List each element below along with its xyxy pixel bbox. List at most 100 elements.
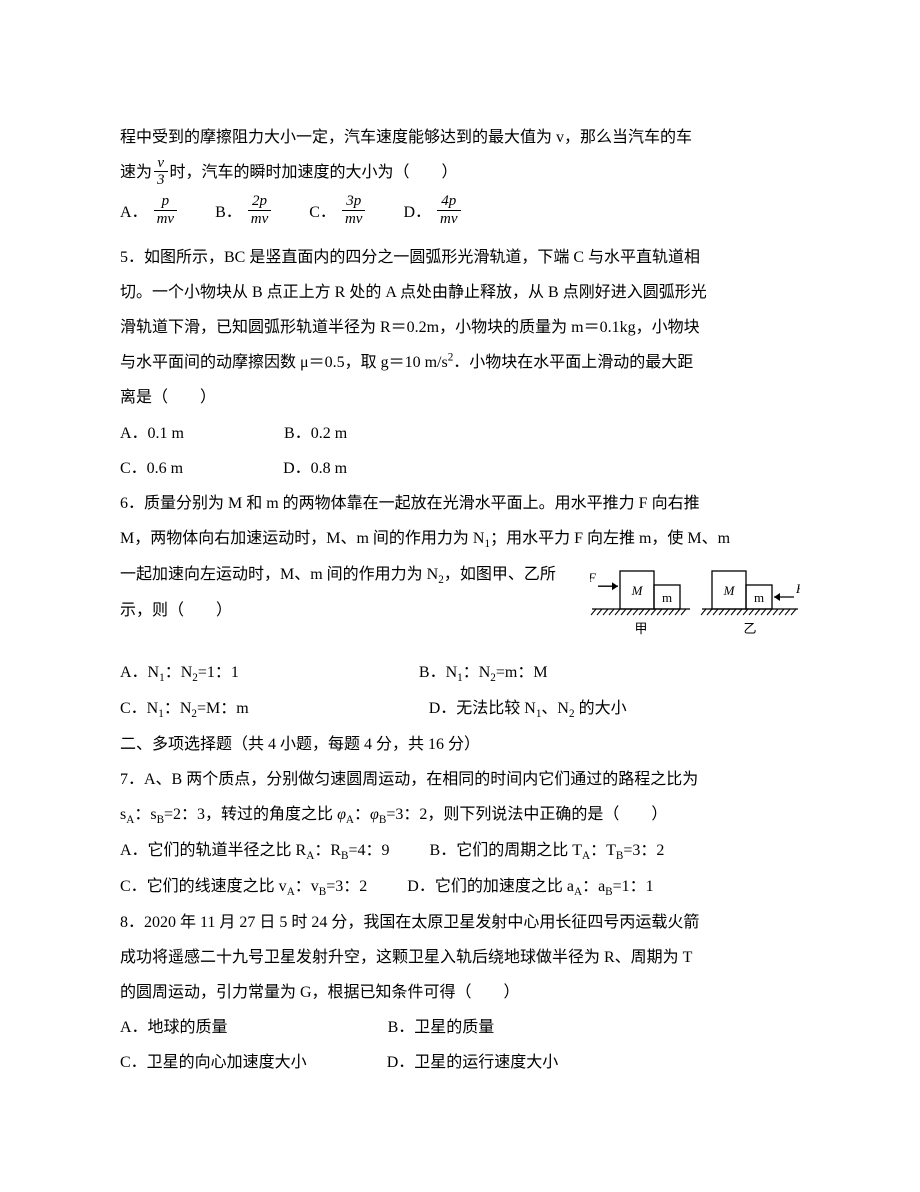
q6-opts-row1: A．N1：N2=1：1 B．N1：N2=m：M	[120, 655, 800, 691]
sub: A	[574, 886, 582, 898]
q8-opt-b: B．卫星的质量	[388, 1010, 495, 1045]
t: =4：9	[348, 842, 389, 859]
q5-l4: 与水平面间的动摩擦因数 μ＝0.5，取 g＝10 m/s2．小物块在水平面上滑动…	[120, 345, 800, 380]
q5-l1: 5．如图所示，BC 是竖直面内的四分之一圆弧形光滑轨道，下端 C 与水平直轨道相	[120, 240, 800, 275]
q4-stem-line1: 程中受到的摩擦阻力大小一定，汽车速度能够达到的最大值为 v，那么当汽车的车	[120, 120, 800, 155]
q4-speed-frac: v3	[154, 155, 168, 189]
txt: =1：1	[198, 664, 239, 681]
q5-opts-row1: A．0.1 m B．0.2 m	[120, 416, 800, 451]
sub: A	[287, 886, 295, 898]
q6-l2-mid: ；用水平力 F 向左推 m，使 M、m	[490, 530, 730, 547]
txt: C．N	[120, 700, 158, 717]
q6-opt-b: B．N1：N2=m：M	[419, 655, 548, 691]
frac-den: mv	[342, 211, 366, 228]
svg-text:M: M	[631, 583, 644, 598]
opt-frac: 4pmv	[437, 193, 461, 227]
q5-l4-prefix: 与水平面间的动摩擦因数 μ＝0.5，取 g＝10 m/s	[120, 354, 448, 371]
q8-opt-d: D．卫星的运行速度大小	[387, 1045, 559, 1080]
t: ：s	[134, 806, 156, 823]
frac-num: 3p	[342, 193, 366, 211]
q6-opt-a: A．N1：N2=1：1	[120, 655, 239, 691]
svg-text:m: m	[754, 590, 764, 605]
q6-figure: MmF甲MmF乙	[590, 561, 800, 651]
phi: φ	[370, 806, 379, 823]
q5-opt-d: D．0.8 m	[283, 451, 347, 486]
q8-l2: 成功将遥感二十九号卫星发射升空，这颗卫星入轨后绕地球做半径为 R、周期为 T	[120, 940, 800, 975]
svg-text:M: M	[723, 583, 736, 598]
q4-l2-suffix: 时，汽车的瞬时加速度的大小为（ ）	[170, 164, 458, 181]
opt-label: C．	[309, 195, 336, 230]
q7-opt-d: D．它们的加速度之比 aA：aB=1：1	[407, 869, 653, 905]
opt-frac: 3pmv	[342, 193, 366, 227]
q6-l2: M，两物体向右加速运动时，M、m 间的作用力为 N1；用水平力 F 向左推 m，…	[120, 521, 800, 557]
txt: D．无法比较 N	[429, 700, 536, 717]
txt: B．N	[419, 664, 457, 681]
q8-opt-a: A．地球的质量	[120, 1010, 228, 1045]
t: ：T	[590, 842, 616, 859]
q5-l2: 切。一个小物块从 B 点正上方 R 处的 A 点处由静止释放，从 B 点刚好进入…	[120, 275, 800, 310]
t: ：	[354, 806, 370, 823]
q7-opt-c: C．它们的线速度之比 vA：vB=3：2	[120, 869, 367, 905]
q8-opt-c: C．卫星的向心加速度大小	[120, 1045, 307, 1080]
opt-label: A．	[120, 195, 148, 230]
frac-den: mv	[437, 211, 461, 228]
svg-text:F: F	[795, 581, 800, 596]
q6-l1: 6．质量分别为 M 和 m 的两物体靠在一起放在光滑水平面上。用水平推力 F 向…	[120, 486, 800, 521]
frac-num: v	[154, 155, 168, 173]
frac-num: 4p	[437, 193, 461, 211]
frac-den: 3	[154, 172, 168, 189]
opt-frac: 2pmv	[248, 193, 272, 227]
svg-text:F: F	[590, 570, 597, 585]
q4-opt-c: C． 3pmv	[309, 195, 367, 230]
q5-l5: 离是（ ）	[120, 380, 800, 415]
q8-l1: 8．2020 年 11 月 27 日 5 时 24 分，我国在太原卫星发射中心用…	[120, 905, 800, 940]
q4-opt-a: A． pmv	[120, 195, 179, 230]
svg-text:m: m	[662, 590, 672, 605]
t: =3：2	[623, 842, 664, 859]
frac-den: mv	[248, 211, 272, 228]
txt: 、N	[541, 700, 569, 717]
q4-options: A． pmv B． 2pmv C． 3pmv D． 4pmv	[120, 195, 800, 230]
q7-opt-a: A．它们的轨道半径之比 RA：RB=4：9	[120, 833, 390, 869]
t: C．它们的线速度之比 v	[120, 878, 287, 895]
txt: 的大小	[575, 700, 627, 717]
q6-diagram-svg: MmF甲MmF乙	[590, 561, 800, 651]
q6-opt-d: D．无法比较 N1、N2 的大小	[429, 691, 627, 727]
q7-opts-row1: A．它们的轨道半径之比 RA：RB=4：9 B．它们的周期之比 TA：TB=3：…	[120, 833, 800, 869]
q7-l1: 7．A、B 两个质点，分别做匀速圆周运动，在相同的时间内它们通过的路程之比为	[120, 762, 800, 797]
sub: A	[582, 850, 590, 862]
opt-label: D．	[403, 195, 431, 230]
q8-opts-row1: A．地球的质量 B．卫星的质量	[120, 1010, 800, 1045]
q6-opt-c: C．N1：N2=M：m	[120, 691, 249, 727]
t: =3：2，则下列说法中正确的是（ ）	[386, 806, 667, 823]
sub: B	[157, 814, 164, 826]
phi: φ	[337, 806, 346, 823]
sub: B	[605, 886, 612, 898]
section2-heading: 二、多项选择题（共 4 小题，每题 4 分，共 16 分）	[120, 727, 800, 762]
txt: A．N	[120, 664, 159, 681]
q6-l3-mid: ，如图甲、乙所	[444, 566, 556, 583]
q5-opt-a: A．0.1 m	[120, 416, 184, 451]
frac-den: mv	[154, 211, 178, 228]
q5-opt-b: B．0.2 m	[284, 416, 347, 451]
q8-opts-row2: C．卫星的向心加速度大小 D．卫星的运行速度大小	[120, 1045, 800, 1080]
t: =2：3，转过的角度之比	[164, 806, 333, 823]
t: ：a	[582, 878, 605, 895]
q7-opts-row2: C．它们的线速度之比 vA：vB=3：2 D．它们的加速度之比 aA：aB=1：…	[120, 869, 800, 905]
q8-l3: 的圆周运动，引力常量为 G，根据已知条件可得（ ）	[120, 975, 800, 1010]
sub: A	[346, 814, 354, 826]
q5-l4-suffix: ．小物块在水平面上滑动的最大距	[453, 354, 693, 371]
t: B．它们的周期之比 T	[430, 842, 582, 859]
t: ：v	[295, 878, 319, 895]
txt: ：N	[463, 664, 491, 681]
q6-l3-prefix: 一起加速向左运动时，M、m 间的作用力为 N	[120, 566, 438, 583]
t: A．它们的轨道半径之比 R	[120, 842, 306, 859]
frac-num: p	[154, 193, 178, 211]
txt: ：N	[165, 664, 193, 681]
t: =3：2	[326, 878, 367, 895]
opt-label: B．	[215, 195, 242, 230]
txt: ：N	[164, 700, 192, 717]
q7-opt-b: B．它们的周期之比 TA：TB=3：2	[430, 833, 665, 869]
t: ：R	[314, 842, 341, 859]
q5-l3: 滑轨道下滑，已知圆弧形轨道半径为 R＝0.2m，小物块的质量为 m＝0.1kg，…	[120, 310, 800, 345]
